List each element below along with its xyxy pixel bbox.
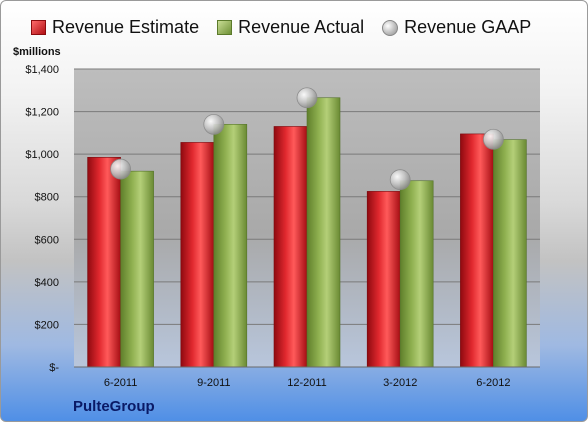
y-tick-label: $600 — [35, 234, 59, 246]
x-tick-label: 6-2011 — [104, 377, 137, 389]
legend-swatch-actual — [217, 20, 233, 35]
y-unit-label: $millions — [13, 46, 61, 58]
bar-actual — [399, 180, 434, 368]
y-tick-label: $1,000 — [25, 149, 59, 161]
y-tick-label: $- — [49, 362, 59, 374]
legend-label-gaap: Revenue GAAP — [404, 17, 532, 37]
y-tick-label: $800 — [35, 192, 59, 204]
marker-gaap — [482, 128, 504, 150]
bar-estimate — [180, 142, 215, 368]
legend-swatch-estimate — [31, 20, 46, 35]
legend-item-estimate: Revenue Estimate — [31, 17, 199, 38]
legend-item-gaap: Revenue GAAP — [382, 17, 531, 38]
y-tick-label: $1,400 — [25, 64, 59, 76]
marker-gaap — [389, 169, 411, 191]
y-tick-label: $1,200 — [25, 107, 59, 119]
company-name: PulteGroup — [73, 398, 155, 415]
bar-actual — [120, 170, 154, 368]
bar-estimate — [366, 191, 401, 368]
x-tick-label: 9-2011 — [197, 377, 230, 389]
bar-actual — [306, 97, 341, 368]
legend-swatch-gaap — [382, 19, 399, 36]
y-tick-label: $200 — [35, 319, 59, 331]
x-tick-label: 6-2012 — [476, 377, 510, 389]
legend-label-actual: Revenue Actual — [238, 17, 365, 37]
bar-actual — [213, 124, 248, 368]
chart-legend: Revenue Estimate Revenue Actual Revenue … — [31, 17, 571, 38]
bar-estimate — [273, 126, 308, 368]
marker-gaap — [110, 158, 131, 180]
y-tick-label: $400 — [35, 277, 59, 289]
bar-estimate — [87, 157, 121, 368]
bar-estimate — [460, 133, 494, 368]
x-tick-label: 3-2012 — [383, 377, 417, 389]
legend-label-estimate: Revenue Estimate — [52, 17, 200, 37]
x-tick-label: 12-2011 — [287, 377, 327, 389]
marker-gaap — [203, 113, 225, 135]
marker-gaap — [296, 87, 318, 109]
legend-item-actual: Revenue Actual — [217, 17, 364, 38]
bar-actual — [493, 139, 527, 368]
